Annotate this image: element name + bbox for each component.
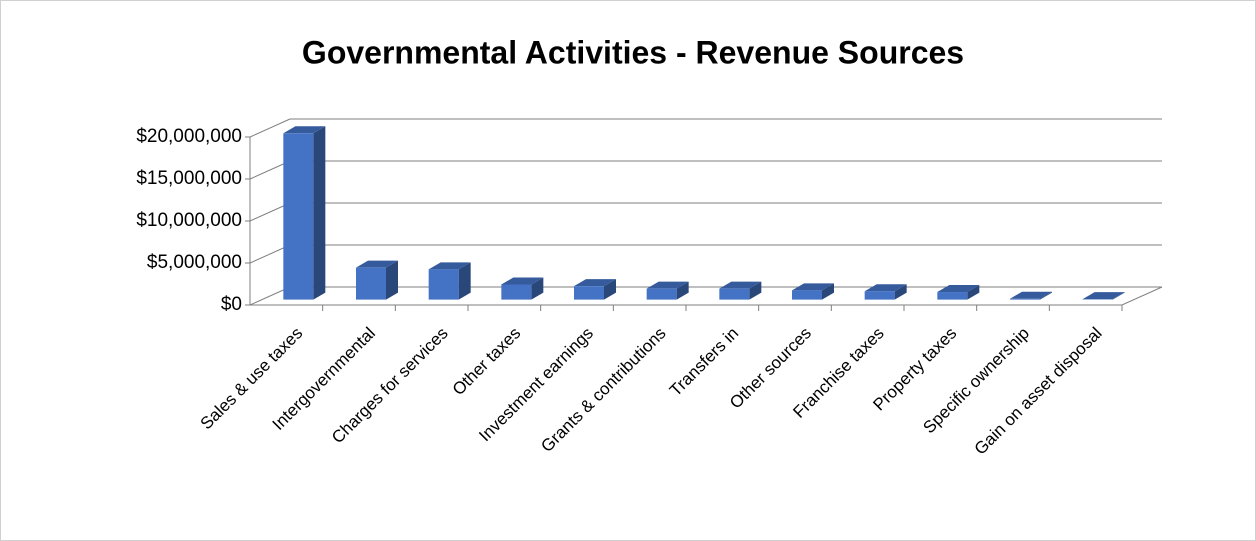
y-tick-label: $20,000,000 (136, 126, 242, 147)
bar-front (937, 292, 968, 300)
bar-side (604, 279, 616, 300)
bar-front (428, 269, 459, 300)
y-tick-label: $0 (221, 294, 242, 315)
side-grid-line (249, 118, 291, 138)
bar (864, 284, 907, 300)
bar-top (864, 284, 907, 292)
bar-side (458, 262, 471, 300)
bar (428, 262, 471, 300)
bar (501, 277, 544, 300)
bar-top (792, 283, 834, 291)
bar (719, 281, 762, 300)
bar-front (792, 290, 822, 300)
bar-front (283, 133, 314, 300)
bar (937, 285, 980, 300)
y-tick-label: $5,000,000 (147, 252, 242, 273)
bar-side (1040, 291, 1052, 300)
bar-front (501, 284, 532, 300)
bar-side (531, 277, 544, 300)
bar (574, 279, 616, 300)
bar-top (283, 126, 326, 134)
bar-top (937, 285, 980, 293)
bar (356, 260, 398, 300)
bar-top (501, 277, 544, 285)
bar-front (646, 288, 677, 300)
bar-front (574, 286, 604, 300)
bar-side (967, 285, 980, 300)
y-tick-label: $15,000,000 (136, 168, 242, 189)
bar-front (719, 288, 750, 300)
bar-side (749, 281, 762, 300)
bar (792, 283, 834, 300)
bar (646, 281, 689, 300)
bar-side (313, 126, 326, 300)
bar-side (894, 284, 907, 300)
bar-side (676, 281, 689, 300)
bar-top (719, 281, 762, 289)
bar-front (864, 291, 895, 300)
bar-top (1010, 291, 1052, 299)
bar-front (356, 267, 386, 300)
bar-top (646, 281, 689, 289)
bar-top (574, 279, 616, 287)
bar-top (428, 262, 471, 270)
bar (1082, 292, 1125, 300)
y-tick-label: $10,000,000 (136, 210, 242, 231)
bar-top (1082, 292, 1125, 300)
bar-side (1112, 292, 1125, 300)
chart-title: Governmental Activities - Revenue Source… (302, 34, 964, 70)
bar-front (1010, 298, 1040, 300)
bar-top (356, 260, 398, 268)
bar-side (386, 260, 398, 300)
bar (1010, 291, 1052, 300)
bar (283, 126, 326, 300)
bar-side (822, 283, 834, 300)
